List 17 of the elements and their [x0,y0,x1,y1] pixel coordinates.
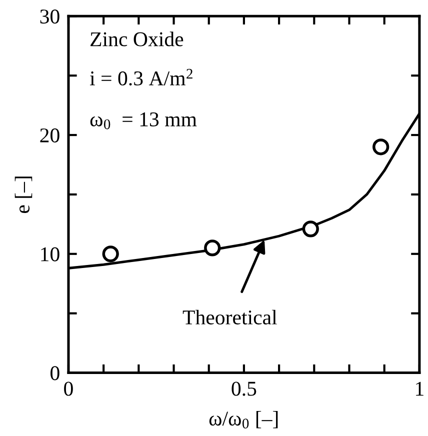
annotation: Theoretical [182,310,277,324]
y-tick-label: 20 [40,128,60,142]
annotation: Zinc Oxide [90,32,184,46]
x-axis-title: ω/ω$_{0}$ [–] [209,410,278,428]
annotation: i = 0.3 A/m$^{2}$ [90,68,192,86]
point [102,246,119,262]
x-tick-label: 0.5 [232,382,256,396]
point [204,240,221,256]
y-axis-title: e [–] [14,176,32,214]
y-tick-label: 0 [50,366,60,380]
point [372,138,390,156]
x-tick-label: 0 [64,382,73,396]
y-tick-label: 10 [41,247,60,262]
y-tick-label: 30 [40,10,60,24]
annotation: ω$_{0}$ = 13 mm [90,112,197,130]
point [302,220,319,238]
x-tick-label: 1 [416,382,424,396]
